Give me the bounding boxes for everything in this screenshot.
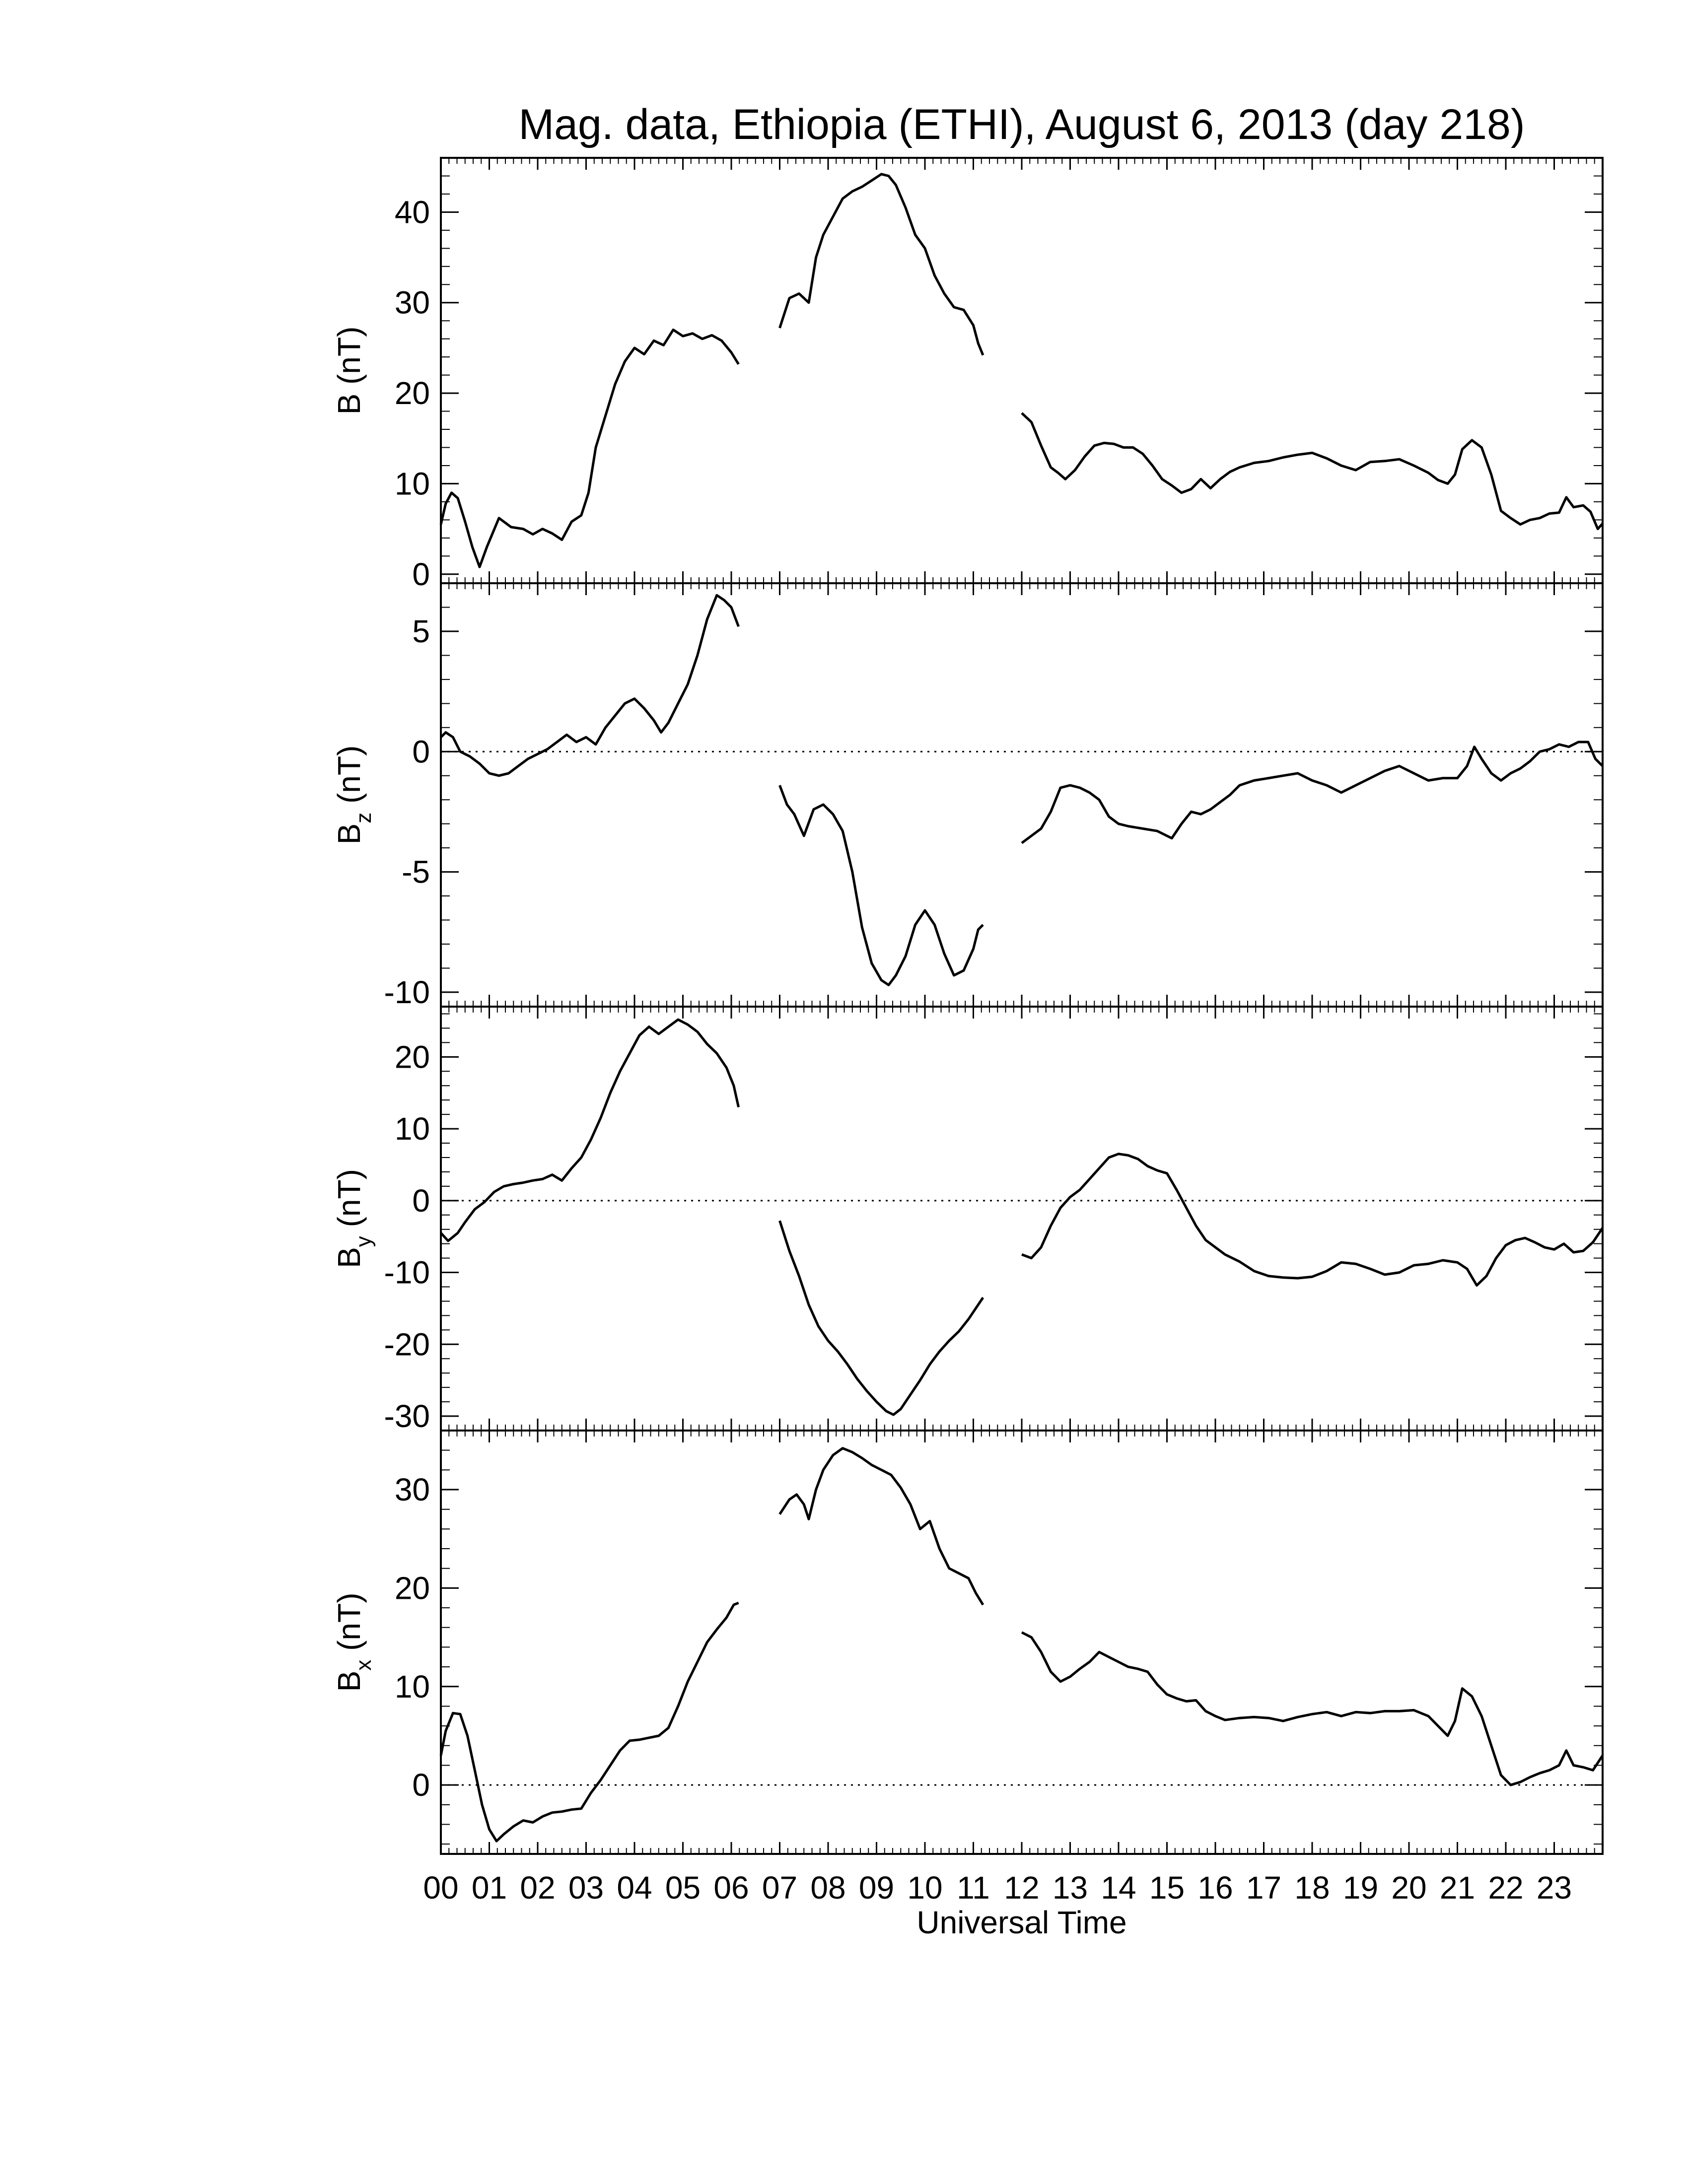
y-tick-label: 5 (412, 614, 430, 649)
panel-bx: 0 10 20 30 Bx (nT) (331, 1430, 1604, 1855)
y-tick-label: 0 (412, 1183, 430, 1219)
x-tick-label: 18 (1294, 1870, 1330, 1906)
x-tick-label: 10 (907, 1870, 942, 1906)
y-tick-label: 10 (395, 1111, 430, 1147)
x-tick-label: 07 (762, 1870, 797, 1906)
series-line-segment (1021, 412, 1604, 531)
x-tick-label: 05 (665, 1870, 701, 1906)
chart-title: Mag. data, Ethiopia (ETHI), August 6, 20… (519, 101, 1525, 148)
y-tick-label: 30 (395, 285, 430, 321)
x-axis-label: Universal Time (916, 1905, 1126, 1940)
y-tick-label: 10 (395, 1669, 430, 1705)
x-tick-label: 20 (1391, 1870, 1426, 1906)
y-axis-label: Bz (nT) (331, 746, 376, 845)
x-tick-label: 14 (1101, 1870, 1136, 1906)
y-tick-label: 0 (412, 556, 430, 592)
x-tick-label: 22 (1488, 1870, 1523, 1906)
y-tick-label: -20 (384, 1326, 430, 1362)
x-tick-label: 09 (859, 1870, 894, 1906)
y-axis-label-subscript: y (352, 1236, 376, 1247)
y-tick-label: 30 (395, 1472, 430, 1507)
y-minor-ticks (441, 1430, 1603, 1845)
y-tick-label: -5 (402, 854, 430, 890)
y-axis-label-subscript: z (352, 813, 376, 823)
x-tick-label: 12 (1004, 1870, 1039, 1906)
plot-frame (440, 1430, 1604, 1855)
y-tick-label: -10 (384, 974, 430, 1010)
y-axis-label: B (nT) (331, 327, 367, 415)
y-tick-label: 0 (412, 1767, 430, 1803)
y-major-ticks (441, 211, 1603, 575)
panel-bz: -10 -5 0 5 Bz (nT) (331, 582, 1604, 1010)
x-minor-ticks (448, 1431, 1595, 1854)
series-line-segment (439, 1601, 739, 1843)
series-line-segment (1021, 741, 1604, 844)
y-axis-label-base: B (331, 1247, 367, 1268)
x-tick-label: 15 (1149, 1870, 1185, 1906)
y-axis-label-subscript: x (352, 1660, 376, 1671)
y-axis-label-base: B (331, 1671, 367, 1692)
x-tick-label: 13 (1053, 1870, 1088, 1906)
series-line-segment (1021, 1631, 1604, 1786)
x-tick-label: 17 (1246, 1870, 1281, 1906)
x-tick-label: 11 (957, 1870, 989, 1906)
y-axis-label: Bx (nT) (331, 1593, 376, 1692)
x-tick-label: 03 (568, 1870, 604, 1906)
y-axis-label-unit: (nT) (331, 327, 367, 394)
panel-b: 0 10 20 30 40 B (nT) (331, 157, 1604, 592)
series-line-segment (1021, 1153, 1604, 1287)
y-minor-ticks (441, 583, 1603, 969)
x-tick-label: 23 (1537, 1870, 1572, 1906)
y-axis-label: By (nT) (331, 1169, 376, 1268)
y-axis-label-base: B (331, 823, 367, 845)
panels: 0 10 20 30 40 B (nT) -10 -5 0 5 Bz (nT) -30 -20 -10 0 1… (331, 157, 1604, 1855)
series-line-segment (439, 328, 740, 568)
y-minor-ticks (441, 157, 1603, 557)
x-tick-label: 00 (423, 1870, 458, 1906)
y-axis-label-unit: (nT) (331, 1593, 367, 1660)
x-tick-label: 08 (810, 1870, 845, 1906)
series-line-segment (778, 1447, 985, 1606)
series-line-segment (778, 173, 985, 356)
series-line-segment (440, 1018, 740, 1242)
x-tick-label: 19 (1343, 1870, 1378, 1906)
series-line-segment (778, 1220, 985, 1416)
y-tick-label: 40 (395, 194, 430, 230)
x-axis-tick-labels: 00 01 02 03 04 05 06 07 08 09 10 11 12 13 14 15 16 17 18 19… (423, 1870, 1572, 1906)
x-minor-ticks (448, 583, 1595, 1007)
x-tick-label: 06 (713, 1870, 749, 1906)
y-tick-label: 0 (412, 734, 430, 769)
y-tick-label: 10 (395, 466, 430, 501)
y-axis-label-unit: (nT) (331, 1169, 367, 1236)
y-tick-label: -10 (384, 1255, 430, 1291)
x-tick-label: 01 (472, 1870, 507, 1906)
x-tick-label: 16 (1197, 1870, 1233, 1906)
x-minor-ticks (448, 1007, 1595, 1431)
y-tick-label: 20 (395, 1039, 430, 1075)
x-tick-label: 21 (1440, 1870, 1475, 1906)
x-minor-ticks (448, 158, 1595, 583)
x-tick-label: 04 (617, 1870, 652, 1906)
y-tick-label: -30 (384, 1398, 430, 1434)
y-tick-label: 20 (395, 375, 430, 411)
series-line-segment (440, 594, 740, 777)
x-tick-label: 02 (520, 1870, 555, 1906)
y-axis-label-base: B (331, 394, 367, 415)
series-line-segment (778, 785, 984, 986)
y-axis-label-unit: (nT) (331, 746, 367, 813)
y-tick-label: 20 (395, 1570, 430, 1606)
panel-by: -30 -20 -10 0 10 20 By (nT) (331, 1006, 1604, 1434)
